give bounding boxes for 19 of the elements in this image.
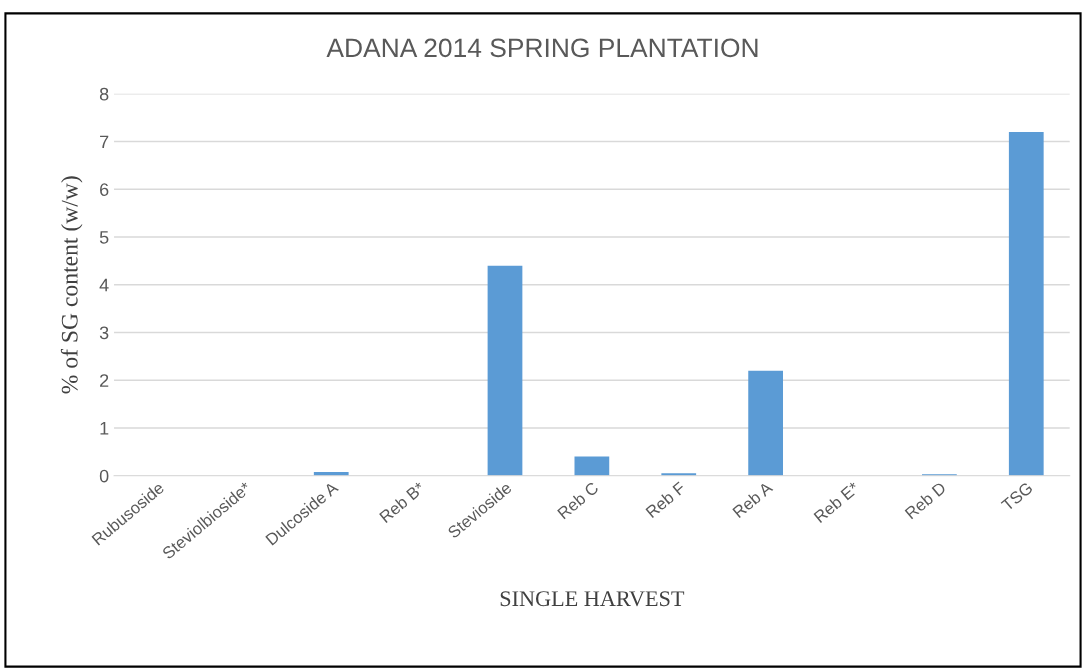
- y-tick-label: 8: [99, 87, 109, 101]
- x-tick-label: Reb E*: [813, 480, 861, 523]
- y-tick-label: 5: [99, 231, 109, 244]
- y-tick-label: 7: [100, 135, 109, 149]
- y-axis-title: % of SG content (w/w): [60, 176, 83, 394]
- x-tick-label: TSG: [1000, 481, 1034, 512]
- y-tick-label: 1: [100, 422, 109, 435]
- y-tick-label: 4: [99, 278, 109, 292]
- x-tick-label: Reb F: [645, 480, 687, 519]
- x-axis-title: SINGLE HARVEST: [500, 591, 685, 607]
- y-tick-label: 0: [99, 469, 109, 483]
- y-tick-label: 2: [100, 374, 109, 387]
- y-tick-label: 3: [99, 326, 109, 340]
- x-tick-label: Reb C: [556, 480, 600, 520]
- y-tick-label: 6: [100, 183, 109, 196]
- x-tick-label: Reb B*: [378, 480, 426, 523]
- x-tick-label: Reb A: [731, 480, 774, 519]
- x-tick-label: Reb D: [904, 481, 947, 520]
- chart-title: ADANA 2014 SPRING PLANTATION: [326, 38, 758, 58]
